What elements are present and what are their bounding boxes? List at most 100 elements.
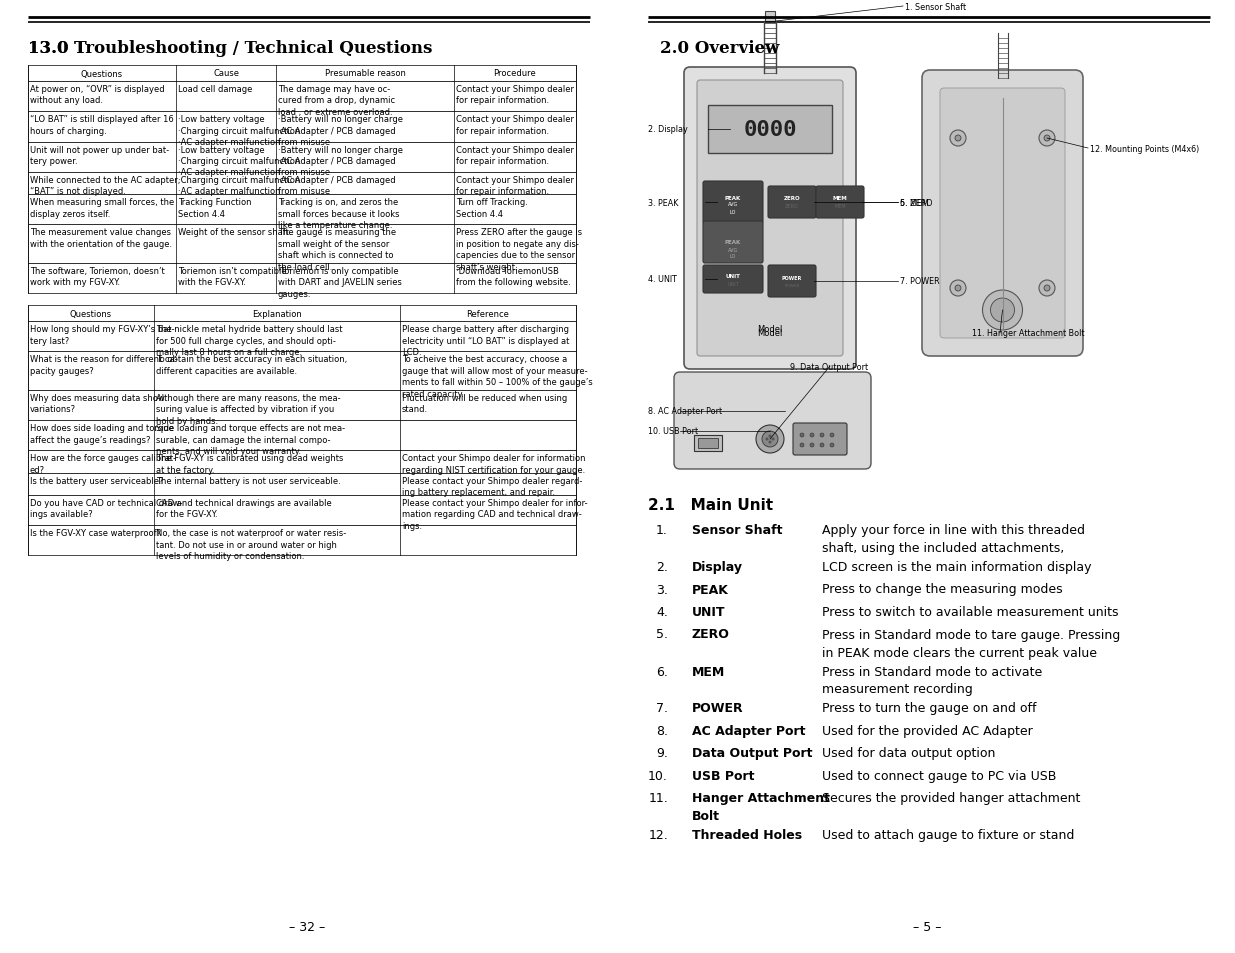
- Text: Questions: Questions: [70, 310, 112, 318]
- Text: 9. Data Output Port: 9. Data Output Port: [790, 362, 868, 371]
- Text: 10.: 10.: [648, 769, 668, 782]
- Text: AVG: AVG: [727, 202, 739, 208]
- Text: Used to attach gauge to fixture or stand: Used to attach gauge to fixture or stand: [823, 828, 1074, 841]
- Text: Tracking is on, and zeros the
small forces because it looks
like a temperature c: Tracking is on, and zeros the small forc…: [278, 198, 399, 230]
- Text: When measuring small forces, the
display zeros itself.: When measuring small forces, the display…: [30, 198, 174, 218]
- Circle shape: [955, 136, 961, 142]
- Text: 2.0 Overview: 2.0 Overview: [659, 40, 779, 57]
- Text: 2.: 2.: [656, 560, 668, 574]
- Text: Used for data output option: Used for data output option: [823, 747, 995, 760]
- Bar: [28, 322, 576, 352]
- FancyBboxPatch shape: [768, 187, 816, 219]
- Text: 4.: 4.: [656, 605, 668, 618]
- Text: 8. AC Adapter Port: 8. AC Adapter Port: [648, 407, 722, 416]
- Bar: [28, 525, 576, 556]
- Text: The measurement value changes
with the orientation of the gauge.: The measurement value changes with the o…: [30, 228, 172, 249]
- Bar: [694, 436, 722, 452]
- Text: ZERO: ZERO: [785, 204, 799, 210]
- FancyBboxPatch shape: [684, 68, 856, 370]
- Text: Although there are many reasons, the mea-
suring value is affected by vibration : Although there are many reasons, the mea…: [156, 394, 341, 425]
- Text: Model: Model: [757, 329, 783, 338]
- Text: ·Download ToriemonUSB
from the following website.: ·Download ToriemonUSB from the following…: [456, 267, 571, 287]
- Text: Contact your Shimpo dealer
for repair information.: Contact your Shimpo dealer for repair in…: [456, 85, 574, 106]
- FancyBboxPatch shape: [674, 373, 871, 470]
- Text: No, the case is not waterproof or water resis-
tant. Do not use in or around wat: No, the case is not waterproof or water …: [156, 529, 346, 560]
- Text: Do you have CAD or technical draw-
ings available?: Do you have CAD or technical draw- ings …: [30, 498, 183, 518]
- Text: While connected to the AC adapter,
“BAT” is not displayed.: While connected to the AC adapter, “BAT”…: [30, 175, 180, 196]
- Text: – 32 –: – 32 –: [289, 920, 325, 933]
- Text: ·Low battery voltage
·Charging circuit malfunction
·AC adapter malfunction: ·Low battery voltage ·Charging circuit m…: [178, 146, 300, 177]
- Text: To acheive the best accuracy, choose a
gauge that will allow most of your measur: To acheive the best accuracy, choose a g…: [403, 355, 593, 398]
- Text: POWER: POWER: [782, 275, 802, 280]
- Text: 11. Hanger Attachment Bolt: 11. Hanger Attachment Bolt: [972, 329, 1086, 338]
- Circle shape: [1044, 136, 1050, 142]
- Text: ·Toriemon is only compatible
with DART and JAVELIN series
gauges.: ·Toriemon is only compatible with DART a…: [278, 267, 401, 298]
- Text: UNIT: UNIT: [726, 274, 741, 278]
- Text: Contact your Shimpo dealer
for repair information.: Contact your Shimpo dealer for repair in…: [456, 115, 574, 135]
- Text: 7. POWER: 7. POWER: [900, 277, 940, 286]
- Text: What is the reason for different ca-
pacity gauges?: What is the reason for different ca- pac…: [30, 355, 178, 375]
- Text: 4. UNIT: 4. UNIT: [648, 275, 677, 284]
- FancyBboxPatch shape: [793, 423, 847, 456]
- Text: Cause: Cause: [212, 70, 240, 78]
- Text: 12.: 12.: [648, 828, 668, 841]
- Circle shape: [766, 438, 768, 441]
- Text: Side loading and torque effects are not mea-
surable, can damage the internal co: Side loading and torque effects are not …: [156, 424, 345, 456]
- Text: 6. MEM: 6. MEM: [900, 198, 929, 208]
- Text: 11.: 11.: [648, 792, 668, 804]
- Text: 1.: 1.: [656, 523, 668, 537]
- Text: ZERO: ZERO: [692, 628, 730, 640]
- Text: MEM: MEM: [692, 665, 725, 678]
- Text: 9.: 9.: [656, 747, 668, 760]
- Text: 0000: 0000: [743, 120, 797, 140]
- Circle shape: [762, 432, 778, 448]
- Text: Weight of the sensor shaft.: Weight of the sensor shaft.: [178, 228, 291, 237]
- Text: Data Output Port: Data Output Port: [692, 747, 813, 760]
- Text: Is the battery user serviceable?: Is the battery user serviceable?: [30, 476, 163, 485]
- Text: “LO BAT” is still displayed after 16
hours of charging.: “LO BAT” is still displayed after 16 hou…: [30, 115, 174, 135]
- Circle shape: [950, 131, 966, 147]
- FancyBboxPatch shape: [816, 187, 864, 219]
- Text: Why does measuring data show
variations?: Why does measuring data show variations?: [30, 394, 164, 414]
- Text: MEM: MEM: [834, 204, 846, 210]
- Text: LCD screen is the main information display: LCD screen is the main information displ…: [823, 560, 1092, 574]
- Text: Press in Standard mode to activate
measurement recording: Press in Standard mode to activate measu…: [823, 665, 1042, 696]
- Bar: [708, 106, 832, 153]
- Text: The software, Toriemon, doesn’t
work with my FGV-XY.: The software, Toriemon, doesn’t work wit…: [30, 267, 164, 287]
- Text: Press in Standard mode to tare gauge. Pressing
in PEAK mode clears the current p: Press in Standard mode to tare gauge. Pr…: [823, 628, 1120, 659]
- Text: Presumable reason: Presumable reason: [325, 70, 405, 78]
- Text: 3. PEAK: 3. PEAK: [648, 198, 678, 208]
- Text: 12. Mounting Points (M4x6): 12. Mounting Points (M4x6): [1091, 144, 1199, 153]
- Bar: [28, 172, 576, 195]
- Text: PEAK: PEAK: [692, 583, 729, 596]
- Text: Unit will not power up under bat-
tery power.: Unit will not power up under bat- tery p…: [30, 146, 169, 166]
- Text: Toriemon isn’t compatible
with the FGV-XY.: Toriemon isn’t compatible with the FGV-X…: [178, 267, 287, 287]
- Bar: [28, 112, 576, 142]
- FancyBboxPatch shape: [703, 182, 763, 224]
- Text: AVG: AVG: [727, 247, 739, 253]
- Bar: [764, 12, 776, 22]
- Circle shape: [1044, 286, 1050, 292]
- Bar: [28, 306, 576, 322]
- Circle shape: [772, 438, 774, 441]
- Circle shape: [830, 434, 834, 437]
- Text: 6.: 6.: [656, 665, 668, 678]
- Text: 5.: 5.: [656, 628, 668, 640]
- Text: Tracking Function
Section 4.4: Tracking Function Section 4.4: [178, 198, 252, 218]
- Text: Secures the provided hanger attachment: Secures the provided hanger attachment: [823, 792, 1081, 804]
- Text: 5. ZERO: 5. ZERO: [900, 198, 932, 208]
- Text: Explanation: Explanation: [252, 310, 301, 318]
- Bar: [28, 352, 576, 391]
- Text: Press to switch to available measurement units: Press to switch to available measurement…: [823, 605, 1119, 618]
- Circle shape: [768, 441, 772, 444]
- Circle shape: [950, 281, 966, 296]
- Text: Reference: Reference: [467, 310, 509, 318]
- Text: How are the force gauges calibrat-
ed?: How are the force gauges calibrat- ed?: [30, 454, 177, 475]
- Text: MEM: MEM: [832, 196, 847, 201]
- Circle shape: [800, 443, 804, 448]
- Text: Please contact your Shimpo dealer regard-
ing battery replacement, and repair.: Please contact your Shimpo dealer regard…: [403, 476, 583, 497]
- Text: Model: Model: [757, 325, 783, 334]
- Circle shape: [1039, 281, 1055, 296]
- Text: Used for the provided AC Adapter: Used for the provided AC Adapter: [823, 724, 1032, 738]
- Text: The FGV-XY is calibrated using dead weights
at the factory.: The FGV-XY is calibrated using dead weig…: [156, 454, 343, 475]
